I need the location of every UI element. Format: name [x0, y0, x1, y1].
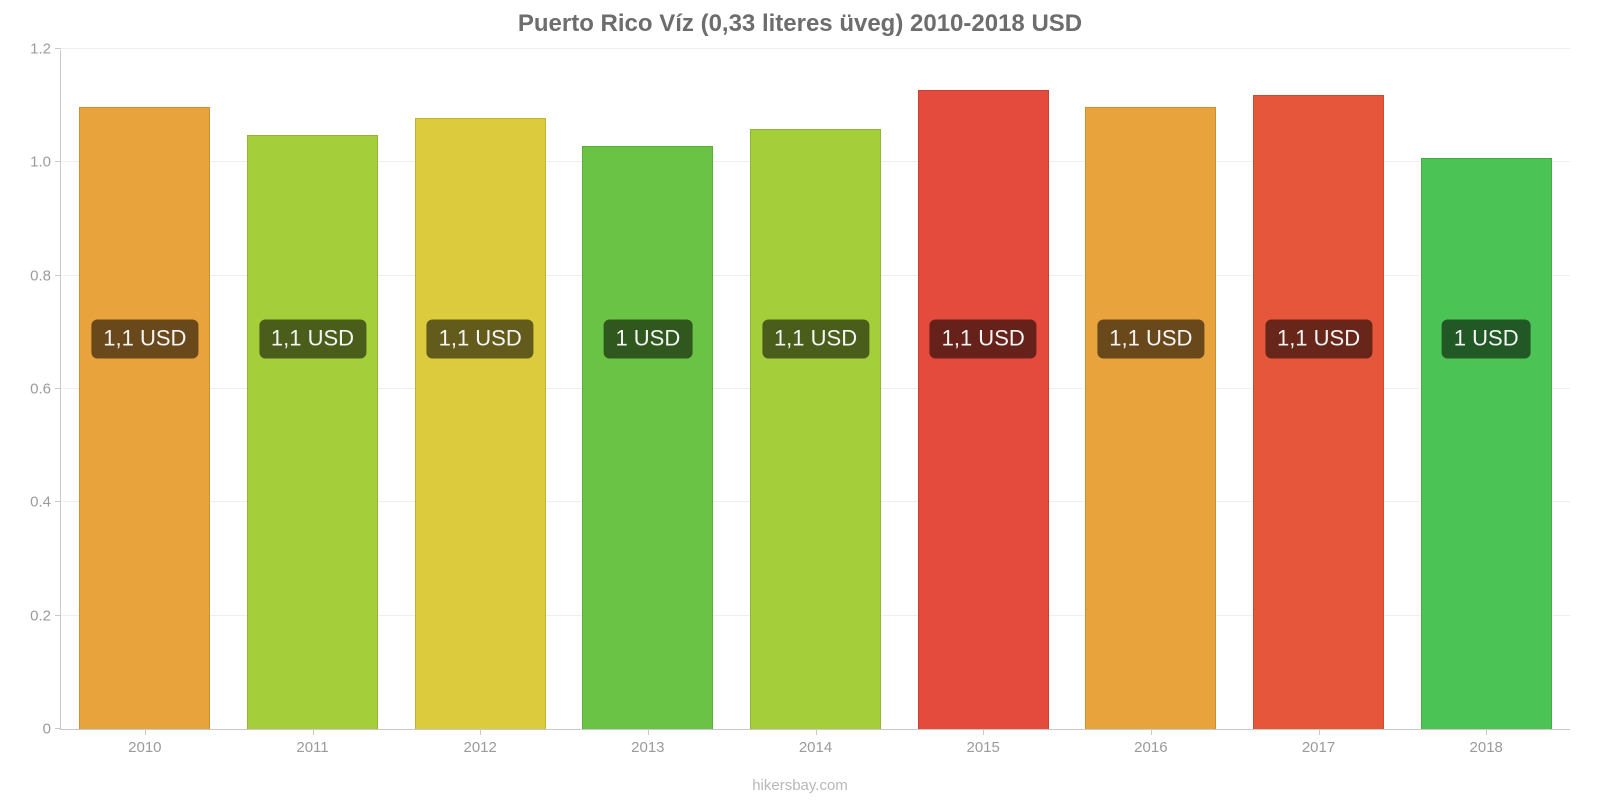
- bar-slot: 1,1 USD2016: [1067, 50, 1235, 729]
- chart-title: Puerto Rico Víz (0,33 literes üveg) 2010…: [0, 10, 1600, 38]
- x-tick-mark: [1151, 729, 1152, 735]
- attribution-text: hikersbay.com: [0, 777, 1600, 794]
- bar-value-label: 1,1 USD: [930, 319, 1037, 358]
- bar-value-label: 1,1 USD: [91, 319, 198, 358]
- bars-layer: 1,1 USD20101,1 USD20111,1 USD20121 USD20…: [61, 50, 1570, 729]
- bar: [582, 146, 713, 729]
- bar-value-label: 1,1 USD: [762, 319, 869, 358]
- bar-slot: 1,1 USD2011: [229, 50, 397, 729]
- y-tick-label: 0.2: [30, 607, 61, 624]
- bar-slot: 1 USD2018: [1402, 50, 1570, 729]
- bar-slot: 1,1 USD2010: [61, 50, 229, 729]
- bar: [1253, 95, 1384, 729]
- y-tick-label: 0: [43, 721, 61, 738]
- grid-line: [61, 48, 1570, 49]
- x-tick-mark: [1319, 729, 1320, 735]
- bar-value-label: 1 USD: [603, 319, 692, 358]
- plot-area: 00.20.40.60.81.01.21,1 USD20101,1 USD201…: [60, 50, 1570, 730]
- bar-slot: 1,1 USD2012: [396, 50, 564, 729]
- y-tick-mark: [55, 48, 61, 49]
- bar: [79, 107, 210, 729]
- x-tick-mark: [145, 729, 146, 735]
- y-tick-label: 0.8: [30, 267, 61, 284]
- x-tick-mark: [313, 729, 314, 735]
- bar-slot: 1,1 USD2015: [899, 50, 1067, 729]
- x-tick-mark: [648, 729, 649, 735]
- x-tick-mark: [983, 729, 984, 735]
- x-tick-mark: [480, 729, 481, 735]
- y-tick-label: 1.2: [30, 41, 61, 58]
- y-tick-label: 1.0: [30, 154, 61, 171]
- bar: [1085, 107, 1216, 729]
- y-tick-label: 0.4: [30, 494, 61, 511]
- x-tick-mark: [816, 729, 817, 735]
- bar: [247, 135, 378, 729]
- bar-value-label: 1,1 USD: [1265, 319, 1372, 358]
- y-tick-label: 0.6: [30, 381, 61, 398]
- bar-value-label: 1,1 USD: [1097, 319, 1204, 358]
- bar-value-label: 1 USD: [1442, 319, 1531, 358]
- bar: [1421, 158, 1552, 729]
- bar: [750, 129, 881, 729]
- bar-slot: 1 USD2013: [564, 50, 732, 729]
- x-tick-mark: [1486, 729, 1487, 735]
- chart-container: Puerto Rico Víz (0,33 literes üveg) 2010…: [0, 0, 1600, 800]
- bar-slot: 1,1 USD2017: [1235, 50, 1403, 729]
- bar-value-label: 1,1 USD: [427, 319, 534, 358]
- bar-value-label: 1,1 USD: [259, 319, 366, 358]
- bar: [415, 118, 546, 729]
- bar-slot: 1,1 USD2014: [732, 50, 900, 729]
- bar: [918, 90, 1049, 729]
